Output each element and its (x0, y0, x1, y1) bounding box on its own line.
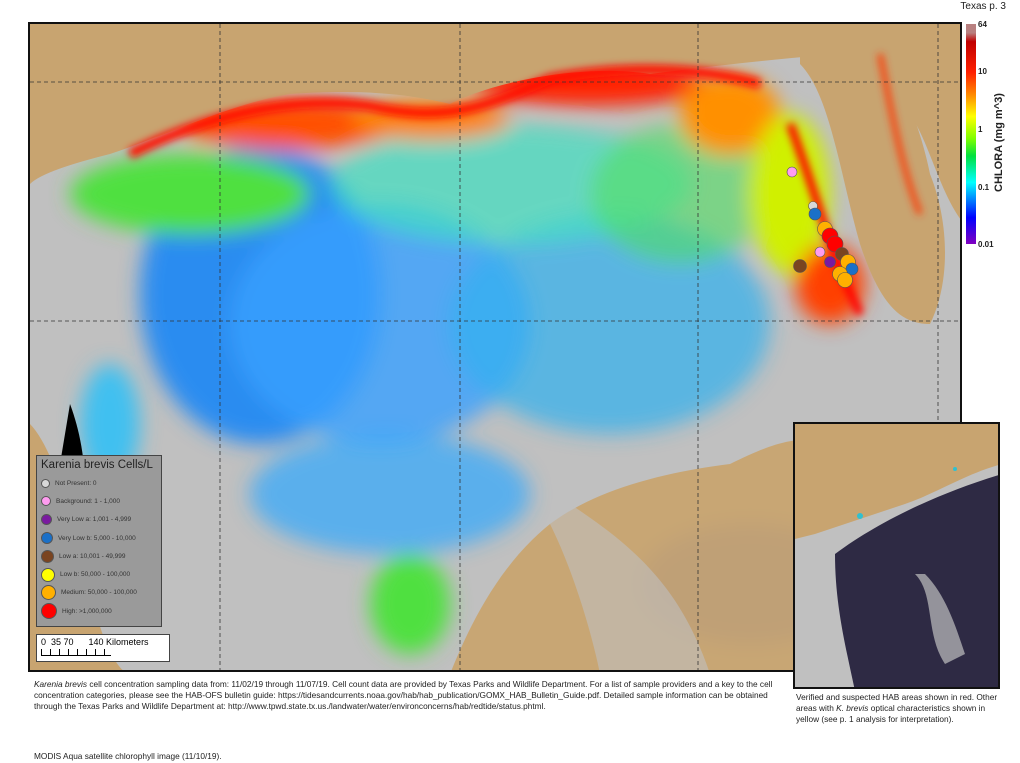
page-label: Texas p. 3 (960, 1, 1006, 12)
colorbar (966, 24, 976, 244)
modis-caption: MODIS Aqua satellite chlorophyll image (… (34, 751, 222, 761)
sample-point (808, 207, 822, 221)
colorbar-tick: 1 (978, 125, 983, 134)
legend-item: High: >1,000,000 (41, 602, 157, 620)
colorbar-tick: 10 (978, 67, 987, 76)
inset-caption-part2: optical characteristics shown in yellow … (796, 703, 986, 724)
legend-item: Very Low b: 5,000 - 10,000 (41, 529, 157, 547)
legend-swatch-icon (41, 496, 51, 507)
legend-swatch-icon (41, 549, 54, 563)
sample-point (824, 256, 836, 268)
legend: Karenia brevis Cells/L Not Present: 0 Bac… (36, 455, 162, 627)
map-caption: Karenia brevis cell concentration sampli… (34, 679, 779, 712)
caption-text: cell concentration sampling data from: 1… (34, 679, 773, 711)
legend-swatch-icon (41, 478, 50, 488)
sample-point (814, 246, 826, 258)
scale-bar-labels: 0 35 70 140 Kilometers (41, 637, 149, 647)
legend-swatch-icon (41, 514, 52, 526)
scale-bar-ticks (41, 649, 111, 656)
inset-caption: Verified and suspected HAB areas shown i… (796, 692, 1006, 725)
legend-swatch-icon (41, 603, 57, 620)
scale-bar: 0 35 70 140 Kilometers (36, 634, 170, 662)
legend-swatch-icon (41, 532, 53, 545)
legend-item: Medium: 50,000 - 100,000 (41, 584, 157, 602)
inset-caption-part1: Verified and suspected HAB areas shown i… (796, 692, 998, 713)
sample-point (845, 262, 859, 276)
legend-label: Medium: 50,000 - 100,000 (61, 589, 137, 597)
legend-swatch-icon (41, 585, 56, 601)
colorbar-tick: 0.01 (978, 240, 994, 249)
legend-item: Low b: 50,000 - 100,000 (41, 565, 157, 583)
legend-label: Background: 1 - 1,000 (56, 497, 120, 505)
legend-item: Not Present: 0 (41, 474, 157, 492)
colorbar-tick: 0.1 (978, 183, 990, 192)
colorbar-title: CHLORA (mg m^3) (993, 93, 1005, 192)
colorbar-tick: 64 (978, 20, 987, 29)
inset-image (795, 424, 998, 687)
legend-item: Background: 1 - 1,000 (41, 492, 157, 510)
land-areas (30, 24, 960, 670)
legend-label: High: >1,000,000 (62, 607, 112, 615)
graticule (30, 24, 960, 670)
legend-label: Low b: 50,000 - 100,000 (60, 571, 131, 579)
legend-label: Very Low b: 5,000 - 10,000 (58, 534, 136, 542)
inset-caption-species: K. brevis (836, 703, 869, 713)
legend-item: Low a: 10,001 - 49,999 (41, 547, 157, 565)
legend-item: Very Low a: 1,001 - 4,999 (41, 511, 157, 529)
legend-label: Low a: 10,001 - 49,999 (59, 552, 126, 560)
sample-point (793, 259, 807, 273)
legend-title: Karenia brevis Cells/L (41, 459, 153, 471)
hab-inset-map (793, 422, 1000, 689)
legend-swatch-icon (41, 567, 55, 582)
caption-species: Karenia brevis (34, 679, 88, 689)
legend-label: Very Low a: 1,001 - 4,999 (57, 516, 132, 524)
sample-points (786, 166, 859, 288)
legend-label: Not Present: 0 (55, 479, 97, 487)
sample-point (837, 272, 853, 288)
sample-point (786, 166, 798, 178)
